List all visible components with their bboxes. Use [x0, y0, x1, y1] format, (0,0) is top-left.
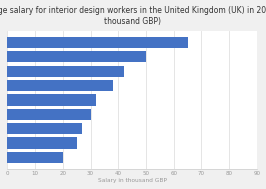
Bar	[7, 66, 124, 77]
Bar	[7, 109, 90, 120]
Bar	[7, 51, 146, 62]
Bar	[7, 94, 96, 105]
Bar	[7, 37, 188, 48]
Bar	[7, 80, 113, 91]
Title: Average salary for interior design workers in the United Kingdom (UK) in 2018 (i: Average salary for interior design worke…	[0, 5, 266, 26]
Bar	[7, 137, 77, 149]
X-axis label: Salary in thousand GBP: Salary in thousand GBP	[98, 178, 167, 184]
Bar	[7, 152, 63, 163]
Bar	[7, 123, 82, 134]
